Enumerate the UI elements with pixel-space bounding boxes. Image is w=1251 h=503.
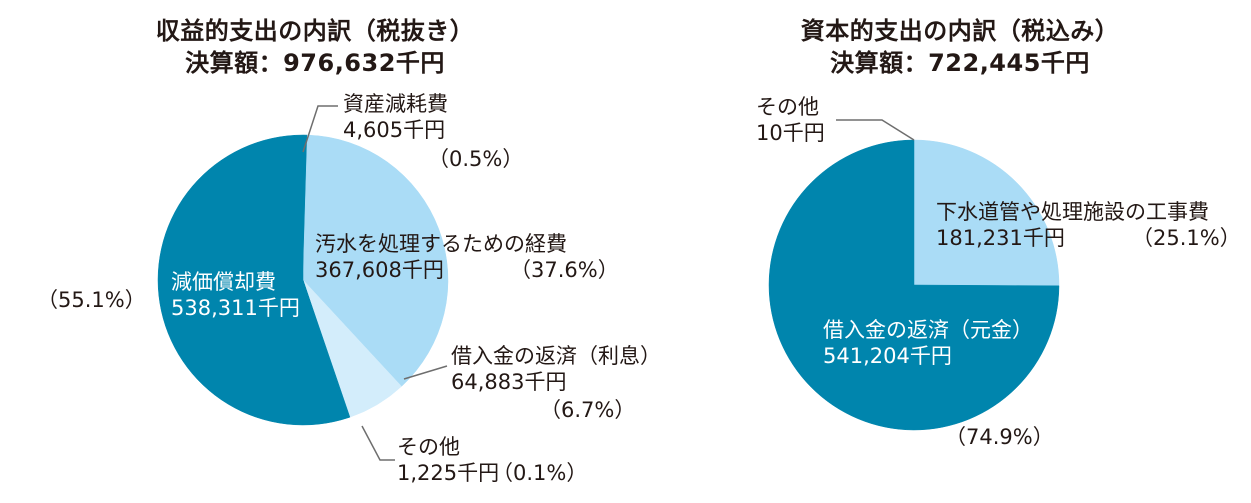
capital-pie (768, 119, 1060, 431)
slice-value-construction: 181,231千円 (936, 226, 1065, 250)
slice-value-interest: 64,883千円 (451, 370, 567, 394)
slice-label-other: その他 (756, 95, 819, 119)
capital-expenditure-chart: 資本的支出の内訳（税込み） 決算額：722,445千円 その他 10千円 下水道… (660, 0, 1251, 503)
chart-title-line1: 資本的支出の内訳（税込み） (800, 17, 1120, 45)
revenue-pie (157, 105, 449, 461)
leader-line-depletion (302, 105, 338, 153)
pie-slice-treatment (302, 134, 449, 387)
slice-label-principal: 借入金の返済（元金） (823, 318, 1033, 342)
pie-slice-depreciation (157, 134, 350, 426)
chart-title-line2: 決算額：722,445千円 (830, 49, 1090, 77)
slice-percent-other: （0.1%） (492, 461, 588, 485)
slice-label-depletion: 資産減耗費 (343, 92, 448, 116)
slice-percent-depletion: （0.5%） (428, 147, 524, 171)
slice-percent-construction: （25.1%） (1132, 226, 1241, 250)
slice-percent-treatment: （37.6%） (510, 258, 619, 282)
slice-label-other: その他 (397, 435, 460, 459)
slice-label-depreciation: 減価償却費 (171, 270, 276, 294)
slice-value-other: 10千円 (756, 121, 825, 145)
slice-label-interest: 借入金の返済（利息） (451, 344, 661, 368)
leader-lines (836, 119, 915, 141)
slice-value-principal: 541,204千円 (823, 344, 952, 368)
leader-line-other (836, 119, 915, 141)
pie-slice-principal (768, 139, 1060, 431)
pie-slice-construction (913, 139, 1060, 287)
slice-value-depreciation: 538,311千円 (171, 296, 300, 320)
slice-value-treatment: 367,608千円 (315, 258, 444, 282)
slice-percent-depreciation: （55.1%） (37, 288, 146, 312)
chart-title-line1: 収益的支出の内訳（税抜き） (155, 17, 475, 45)
leader-line-other (361, 425, 395, 461)
slice-label-construction: 下水道管や処理施設の工事費 (936, 200, 1209, 224)
slice-percent-interest: （6.7%） (540, 398, 636, 422)
slice-value-depletion: 4,605千円 (343, 118, 446, 142)
slice-percent-principal: （74.9%） (945, 425, 1054, 449)
slice-value-other: 1,225千円 (397, 461, 500, 485)
leader-line-interest (403, 365, 448, 380)
chart-title-line2: 決算額：976,632千円 (185, 49, 445, 77)
slice-label-treatment: 汚水を処理するための経費 (315, 232, 567, 256)
leader-lines (302, 105, 448, 461)
revenue-expenditure-chart: 収益的支出の内訳（税抜き） 決算額：976,632千円 資産減耗費 4,605千… (37, 17, 661, 485)
